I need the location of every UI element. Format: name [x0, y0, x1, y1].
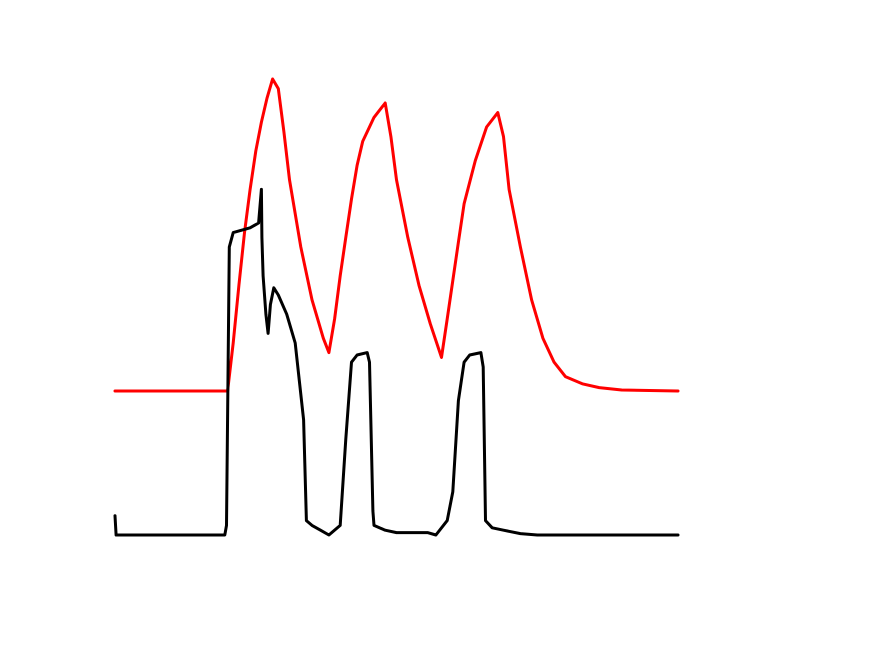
series-line-2	[113, 187, 680, 537]
series-layer	[113, 77, 680, 537]
series-line-1	[113, 77, 680, 393]
